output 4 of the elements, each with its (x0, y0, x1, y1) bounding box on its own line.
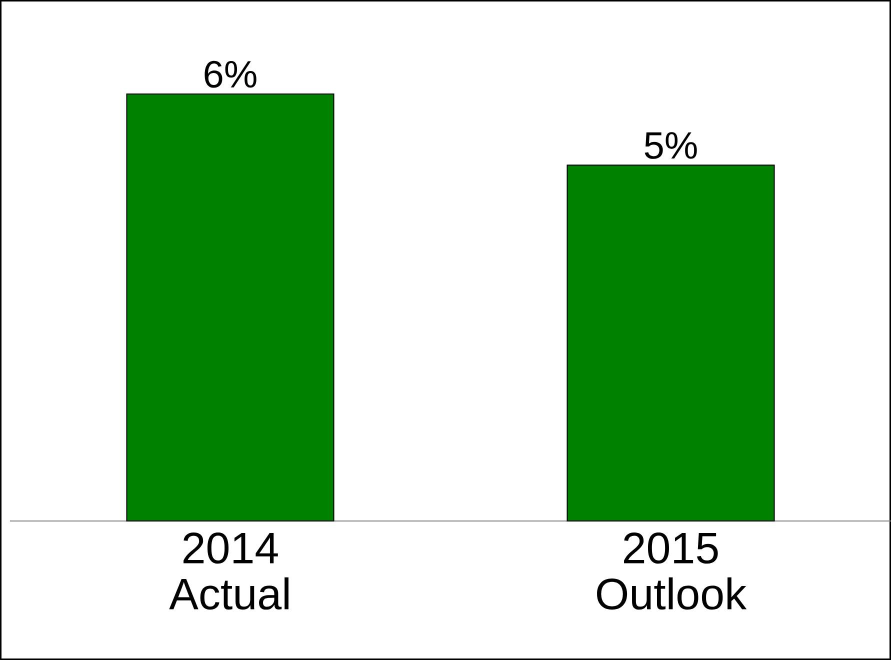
x-tick-label: 2015 Outlook (597, 532, 747, 610)
x-tick-label: 2014 Actual (169, 532, 288, 610)
data-label: 6% (204, 60, 256, 88)
data-label: 5% (644, 132, 697, 159)
